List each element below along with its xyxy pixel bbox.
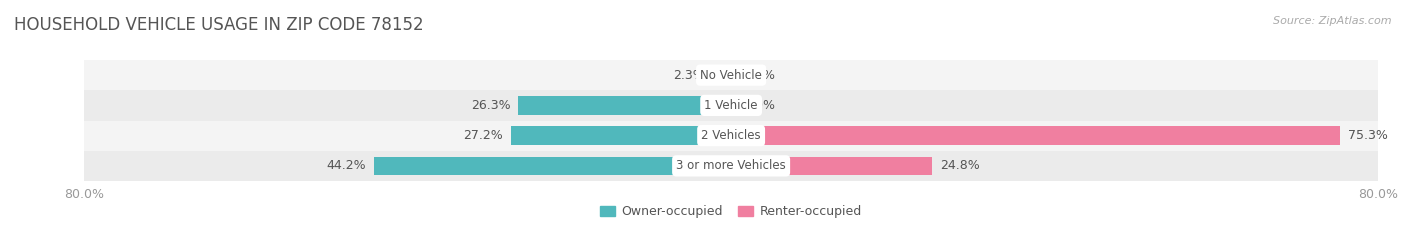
Bar (84, 151, 1378, 181)
Bar (84, 121, 1378, 151)
Bar (84, 90, 1378, 121)
Text: 2 Vehicles: 2 Vehicles (702, 129, 761, 142)
Bar (84, 60, 1378, 90)
Text: 44.2%: 44.2% (326, 159, 366, 172)
Bar (713, 66, 731, 84)
Bar (519, 96, 731, 115)
Text: 27.2%: 27.2% (464, 129, 503, 142)
Bar (374, 157, 731, 175)
Text: 75.3%: 75.3% (1348, 129, 1388, 142)
Bar (512, 126, 731, 145)
Text: HOUSEHOLD VEHICLE USAGE IN ZIP CODE 78152: HOUSEHOLD VEHICLE USAGE IN ZIP CODE 7815… (14, 16, 423, 34)
Legend: Owner-occupied, Renter-occupied: Owner-occupied, Renter-occupied (596, 200, 866, 223)
Text: Source: ZipAtlas.com: Source: ZipAtlas.com (1274, 16, 1392, 26)
Text: No Vehicle: No Vehicle (700, 69, 762, 82)
Bar (731, 157, 932, 175)
Text: 3 or more Vehicles: 3 or more Vehicles (676, 159, 786, 172)
Text: 26.3%: 26.3% (471, 99, 510, 112)
Text: 24.8%: 24.8% (939, 159, 980, 172)
Text: 1 Vehicle: 1 Vehicle (704, 99, 758, 112)
Text: 2.3%: 2.3% (672, 69, 704, 82)
Text: 0.0%: 0.0% (744, 69, 775, 82)
Bar (731, 126, 1340, 145)
Text: 0.0%: 0.0% (744, 99, 775, 112)
